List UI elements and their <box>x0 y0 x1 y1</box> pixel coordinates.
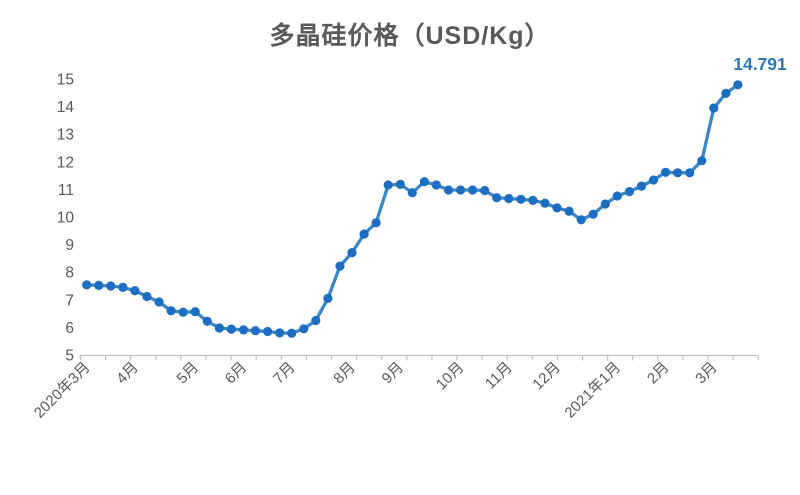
data-point-marker <box>709 103 719 113</box>
data-point-marker <box>576 215 586 225</box>
x-axis-label: 2021年1月 <box>561 359 624 422</box>
x-axis-label: 10月 <box>433 359 467 393</box>
data-point-marker <box>528 195 538 205</box>
data-point-marker <box>190 307 200 317</box>
data-point-marker <box>564 206 574 216</box>
y-axis-label: 5 <box>65 348 74 365</box>
data-point-marker <box>275 328 285 338</box>
x-axis-label: 4月 <box>113 359 142 388</box>
data-point-marker <box>697 156 707 166</box>
data-point-marker <box>94 280 104 290</box>
data-point-marker <box>456 185 466 195</box>
data-point-marker <box>612 191 622 201</box>
y-axis-label: 7 <box>65 292 74 309</box>
x-axis-label: 3月 <box>692 359 721 388</box>
data-point-marker <box>311 315 321 326</box>
data-point-marker <box>540 198 550 208</box>
data-point-marker <box>624 187 635 197</box>
data-point-marker <box>359 229 369 239</box>
x-axis-label: 5月 <box>174 359 203 388</box>
x-axis-label: 8月 <box>330 359 359 388</box>
data-point-marker <box>323 293 333 303</box>
y-axis-label: 15 <box>57 72 74 89</box>
x-axis-label: 6月 <box>222 359 251 388</box>
data-point-marker <box>395 179 405 189</box>
x-axis-label: 9月 <box>379 359 408 388</box>
data-point-marker <box>154 297 164 307</box>
data-point-marker <box>516 194 526 204</box>
y-axis-label: 6 <box>65 320 74 337</box>
y-axis-label: 11 <box>58 182 74 199</box>
data-point-marker <box>238 325 249 335</box>
data-point-marker <box>443 185 454 195</box>
y-axis-label: 14 <box>57 99 75 116</box>
data-point-marker <box>648 175 659 185</box>
y-axis-label: 13 <box>57 127 74 144</box>
price-line <box>85 83 740 335</box>
data-point-marker <box>419 177 429 187</box>
data-point-marker <box>335 261 345 271</box>
data-point-marker <box>480 185 490 196</box>
data-point-marker <box>600 199 610 209</box>
data-point-marker <box>588 209 598 219</box>
chart-title: 多晶硅价格（USD/Kg） <box>269 22 551 50</box>
x-axis-label: 7月 <box>270 359 299 388</box>
data-point-marker <box>636 181 647 191</box>
y-axis-label: 9 <box>65 237 74 254</box>
data-point-marker <box>673 168 683 178</box>
data-point-marker <box>299 324 309 334</box>
data-point-marker <box>178 307 188 317</box>
data-point-marker <box>733 80 743 90</box>
y-axis-label: 12 <box>57 154 74 171</box>
x-axis-label: 2020年3月 <box>31 359 94 422</box>
data-point-marker <box>118 282 128 292</box>
data-point-marker <box>685 168 695 178</box>
x-axis-label: 11月 <box>482 359 516 393</box>
data-point-marker <box>287 328 297 338</box>
data-point-marker <box>504 193 514 204</box>
data-point-marker <box>106 281 116 291</box>
data-point-marker <box>661 167 671 177</box>
data-point-marker <box>721 88 731 98</box>
data-point-marker <box>492 193 502 203</box>
data-point-marker <box>226 324 236 334</box>
data-point-marker <box>431 180 441 190</box>
data-point-marker <box>552 203 562 213</box>
data-point-marker <box>142 291 152 302</box>
data-point-marker <box>202 316 212 326</box>
x-axis-label: 2月 <box>644 359 673 388</box>
last-point-data-label: 14.791 <box>733 54 787 74</box>
data-point-marker <box>250 326 261 336</box>
data-point-marker <box>82 280 92 290</box>
data-point-marker <box>407 188 417 198</box>
data-point-marker <box>166 306 176 316</box>
y-axis-label: 8 <box>65 265 74 282</box>
data-point-marker <box>214 323 224 333</box>
y-axis-label: 10 <box>57 210 75 227</box>
data-point-marker <box>130 286 140 296</box>
data-point-marker <box>347 248 357 258</box>
x-axis-label: 12月 <box>529 359 563 393</box>
data-point-marker <box>383 180 393 190</box>
data-point-marker <box>263 326 273 337</box>
data-point-marker <box>371 218 381 228</box>
data-point-marker <box>468 185 478 195</box>
